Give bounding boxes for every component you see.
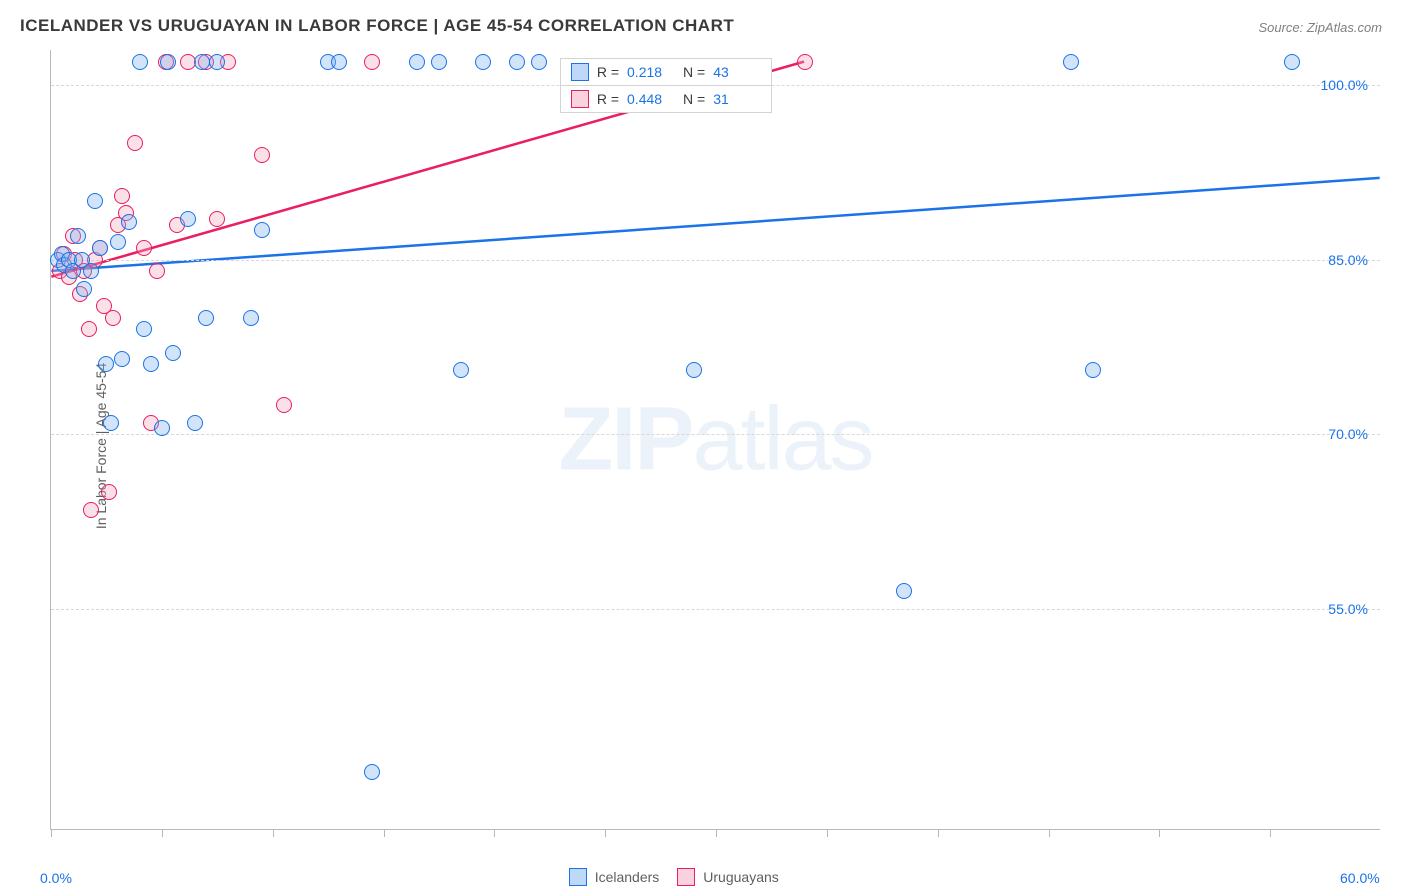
y-tick-label: 70.0% — [1328, 426, 1368, 442]
bottom-legend: Icelanders Uruguayans — [569, 868, 779, 886]
scatter-point-icelanders — [83, 263, 99, 279]
scatter-point-uruguayans — [114, 188, 130, 204]
n-value-uruguayans: 31 — [713, 91, 761, 107]
scatter-point-icelanders — [165, 345, 181, 361]
swatch-icelanders — [569, 868, 587, 886]
x-axis-label-right: 60.0% — [1340, 870, 1380, 886]
y-tick-label: 100.0% — [1321, 77, 1368, 93]
scatter-point-icelanders — [132, 54, 148, 70]
x-tick — [1270, 829, 1271, 837]
scatter-point-uruguayans — [105, 310, 121, 326]
x-tick — [1049, 829, 1050, 837]
watermark: ZIPatlas — [558, 388, 872, 491]
n-label: N = — [683, 64, 705, 80]
trend-lines — [51, 50, 1380, 829]
scatter-point-icelanders — [136, 321, 152, 337]
plot-area: ZIPatlas 55.0% 70.0% 85.0% 100.0% — [50, 50, 1380, 830]
r-label: R = — [597, 91, 619, 107]
swatch-uruguayans — [677, 868, 695, 886]
x-tick — [1159, 829, 1160, 837]
scatter-point-uruguayans — [797, 54, 813, 70]
scatter-point-icelanders — [121, 214, 137, 230]
legend-label-uruguayans: Uruguayans — [703, 869, 779, 885]
gridline — [51, 434, 1380, 435]
x-tick — [384, 829, 385, 837]
scatter-point-icelanders — [243, 310, 259, 326]
y-tick-label: 85.0% — [1328, 252, 1368, 268]
x-tick — [827, 829, 828, 837]
scatter-point-icelanders — [686, 362, 702, 378]
x-tick — [51, 829, 52, 837]
scatter-point-icelanders — [1063, 54, 1079, 70]
scatter-point-icelanders — [92, 240, 108, 256]
x-tick — [494, 829, 495, 837]
scatter-point-icelanders — [1284, 54, 1300, 70]
scatter-point-icelanders — [103, 415, 119, 431]
scatter-point-icelanders — [209, 54, 225, 70]
scatter-point-icelanders — [187, 415, 203, 431]
scatter-point-icelanders — [896, 583, 912, 599]
scatter-point-uruguayans — [254, 147, 270, 163]
scatter-point-icelanders — [331, 54, 347, 70]
chart-title: ICELANDER VS URUGUAYAN IN LABOR FORCE | … — [20, 16, 734, 36]
stats-row-uruguayans: R = 0.448 N = 31 — [561, 85, 771, 112]
scatter-point-uruguayans — [364, 54, 380, 70]
scatter-point-icelanders — [431, 54, 447, 70]
x-axis-label-left: 0.0% — [40, 870, 72, 886]
scatter-point-icelanders — [364, 764, 380, 780]
trend-line-icelanders — [51, 178, 1379, 271]
scatter-point-uruguayans — [149, 263, 165, 279]
scatter-point-uruguayans — [83, 502, 99, 518]
scatter-point-uruguayans — [101, 484, 117, 500]
scatter-point-icelanders — [143, 356, 159, 372]
scatter-point-icelanders — [453, 362, 469, 378]
source-text: Source: ZipAtlas.com — [1258, 20, 1382, 35]
scatter-point-icelanders — [198, 310, 214, 326]
scatter-point-uruguayans — [81, 321, 97, 337]
x-tick — [605, 829, 606, 837]
legend-item-icelanders: Icelanders — [569, 868, 660, 886]
scatter-point-icelanders — [114, 351, 130, 367]
scatter-point-icelanders — [194, 54, 210, 70]
scatter-point-uruguayans — [136, 240, 152, 256]
scatter-point-uruguayans — [127, 135, 143, 151]
scatter-point-icelanders — [1085, 362, 1101, 378]
scatter-point-icelanders — [509, 54, 525, 70]
chart-container: ICELANDER VS URUGUAYAN IN LABOR FORCE | … — [0, 0, 1406, 892]
scatter-point-icelanders — [180, 211, 196, 227]
scatter-point-icelanders — [254, 222, 270, 238]
x-tick — [716, 829, 717, 837]
r-label: R = — [597, 64, 619, 80]
swatch-uruguayans — [571, 90, 589, 108]
x-tick — [162, 829, 163, 837]
gridline — [51, 609, 1380, 610]
y-tick-label: 55.0% — [1328, 601, 1368, 617]
x-tick — [273, 829, 274, 837]
r-value-icelanders: 0.218 — [627, 64, 675, 80]
scatter-point-icelanders — [154, 420, 170, 436]
x-tick — [938, 829, 939, 837]
stats-row-icelanders: R = 0.218 N = 43 — [561, 59, 771, 85]
scatter-point-icelanders — [475, 54, 491, 70]
scatter-point-uruguayans — [209, 211, 225, 227]
scatter-point-icelanders — [531, 54, 547, 70]
r-value-uruguayans: 0.448 — [627, 91, 675, 107]
scatter-point-icelanders — [70, 228, 86, 244]
legend-item-uruguayans: Uruguayans — [677, 868, 779, 886]
gridline — [51, 260, 1380, 261]
legend-label-icelanders: Icelanders — [595, 869, 660, 885]
scatter-point-icelanders — [409, 54, 425, 70]
n-value-icelanders: 43 — [713, 64, 761, 80]
scatter-point-uruguayans — [276, 397, 292, 413]
scatter-point-icelanders — [110, 234, 126, 250]
scatter-point-icelanders — [87, 193, 103, 209]
swatch-icelanders — [571, 63, 589, 81]
scatter-point-icelanders — [98, 356, 114, 372]
n-label: N = — [683, 91, 705, 107]
scatter-point-icelanders — [76, 281, 92, 297]
stats-box: R = 0.218 N = 43 R = 0.448 N = 31 — [560, 58, 772, 113]
scatter-point-icelanders — [160, 54, 176, 70]
